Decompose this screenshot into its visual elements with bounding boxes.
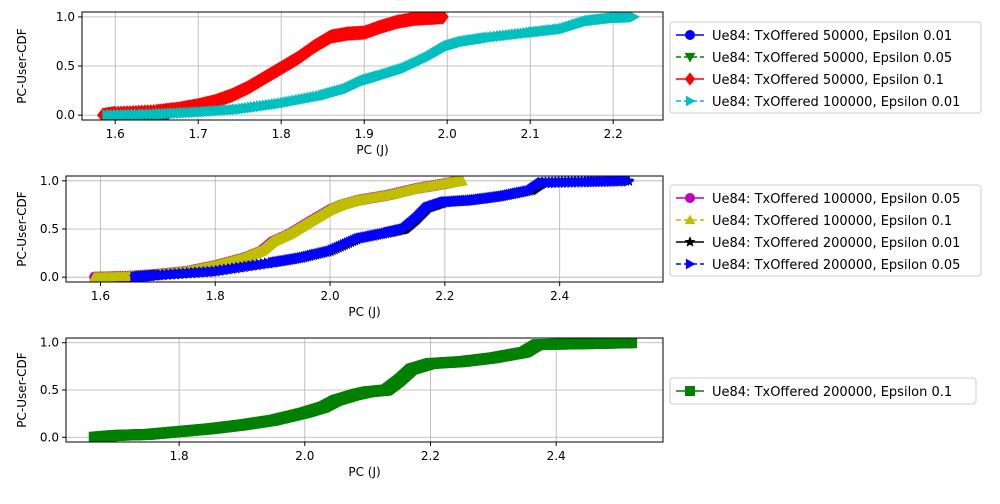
legend-marker [684, 52, 696, 63]
legend-entry: Ue84: TxOffered 50000, Epsilon 0.1 [676, 72, 944, 88]
legend-box [669, 21, 982, 114]
x-tick-label: 2.4 [547, 449, 566, 463]
x-tick-label: 1.6 [91, 289, 110, 303]
x-axis-label: PC (J) [348, 465, 380, 479]
legend-entry: Ue84: TxOffered 100000, Epsilon 0.05 [676, 192, 960, 207]
x-tick-label: 2.4 [550, 289, 569, 303]
data-point [624, 176, 635, 187]
data-point [629, 12, 640, 23]
x-tick-label: 2.0 [438, 127, 457, 141]
subplot-2: 1.6 1.8 2.0 2.2 2.4 0.0 0.5 1.0 PC (J) PC-User-CD… [15, 174, 982, 319]
y-axis-label: PC-User-CDF [15, 352, 29, 427]
legend-entry: Ue84: TxOffered 200000, Epsilon 0.01 [676, 236, 960, 251]
data-point [626, 338, 638, 349]
legend-box [669, 184, 982, 277]
legend-label: Ue84: TxOffered 100000, Epsilon 0.05 [712, 192, 960, 207]
y-tick-label: 1.0 [56, 10, 75, 24]
legend: Ue84: TxOffered 50000, Epsilon 0.01 Ue84:… [669, 21, 982, 114]
y-tick-label: 0.5 [40, 222, 59, 236]
legend-label: Ue84: TxOffered 200000, Epsilon 0.05 [712, 258, 960, 273]
x-tick-label: 1.7 [189, 127, 208, 141]
x-tick-label: 2.0 [321, 289, 340, 303]
legend: Ue84: TxOffered 100000, Epsilon 0.05 Ue84… [669, 184, 982, 277]
legend-entry: Ue84: TxOffered 100000, Epsilon 0.1 [676, 214, 952, 229]
legend-marker [684, 214, 696, 225]
y-tick-label: 0.0 [40, 430, 59, 444]
data-point [437, 12, 449, 25]
x-tick-label: 2.0 [295, 449, 314, 463]
x-tick-label: 2.2 [604, 127, 623, 141]
legend-marker [684, 72, 696, 86]
legend: Ue84: TxOffered 200000, Epsilon 0.1 [669, 377, 977, 405]
legend-marker [684, 236, 696, 247]
series-4 [130, 176, 635, 282]
y-tick-label: 1.0 [40, 336, 59, 350]
y-tick-label: 0.0 [40, 270, 59, 284]
legend-marker [685, 30, 695, 40]
legend-label: Ue84: TxOffered 100000, Epsilon 0.01 [712, 95, 960, 110]
y-tick-label: 0.5 [40, 383, 59, 397]
legend-entry: Ue84: TxOffered 50000, Epsilon 0.05 [676, 51, 952, 66]
legend-entry: Ue84: TxOffered 100000, Epsilon 0.01 [676, 95, 960, 110]
plot-area [88, 338, 638, 442]
x-tick-label: 2.2 [421, 449, 440, 463]
y-axis-label: PC-User-CDF [15, 28, 29, 103]
legend-label: Ue84: TxOffered 50000, Epsilon 0.05 [712, 51, 952, 66]
series-4 [102, 12, 640, 120]
x-axis-label: PC (J) [348, 305, 380, 319]
legend-marker [685, 386, 695, 396]
y-axis-label: PC-User-CDF [15, 191, 29, 266]
subplot-3: 1.8 2.0 2.2 2.4 0.0 0.5 1.0 PC (J) PC-User-CDF Ue… [15, 336, 977, 479]
legend-marker [685, 193, 695, 203]
x-tick-label: 2.1 [521, 127, 540, 141]
y-tick-label: 0.0 [56, 108, 75, 122]
legend-label: Ue84: TxOffered 50000, Epsilon 0.1 [712, 73, 944, 88]
legend-entry: Ue84: TxOffered 200000, Epsilon 0.05 [676, 258, 960, 273]
legend-label: Ue84: TxOffered 200000, Epsilon 0.1 [712, 385, 952, 400]
legend-entry: Ue84: TxOffered 200000, Epsilon 0.1 [676, 385, 952, 400]
legend-entry: Ue84: TxOffered 50000, Epsilon 0.01 [676, 29, 952, 44]
legend-marker [685, 258, 696, 270]
legend-label: Ue84: TxOffered 50000, Epsilon 0.01 [712, 29, 952, 44]
legend-label: Ue84: TxOffered 200000, Epsilon 0.01 [712, 236, 960, 251]
subplot-1: 1.6 1.7 1.8 1.9 2.0 2.1 2.2 0.0 0.5 1.0 PC (J) PC-U… [15, 10, 982, 157]
x-tick-label: 1.6 [106, 127, 125, 141]
y-tick-label: 1.0 [40, 174, 59, 188]
data-point [456, 176, 468, 186]
y-tick-label: 0.5 [56, 59, 75, 73]
x-tick-label: 1.8 [170, 449, 189, 463]
x-tick-label: 1.8 [272, 127, 291, 141]
x-tick-label: 1.9 [355, 127, 374, 141]
legend-label: Ue84: TxOffered 100000, Epsilon 0.1 [712, 214, 952, 229]
series-1 [88, 338, 638, 442]
x-tick-label: 2.2 [435, 289, 454, 303]
legend-box [669, 377, 977, 405]
legend-marker [685, 95, 696, 107]
x-axis-label: PC (J) [356, 143, 388, 157]
x-tick-label: 1.8 [206, 289, 225, 303]
plot-area [88, 176, 635, 282]
plot-area [97, 12, 640, 120]
